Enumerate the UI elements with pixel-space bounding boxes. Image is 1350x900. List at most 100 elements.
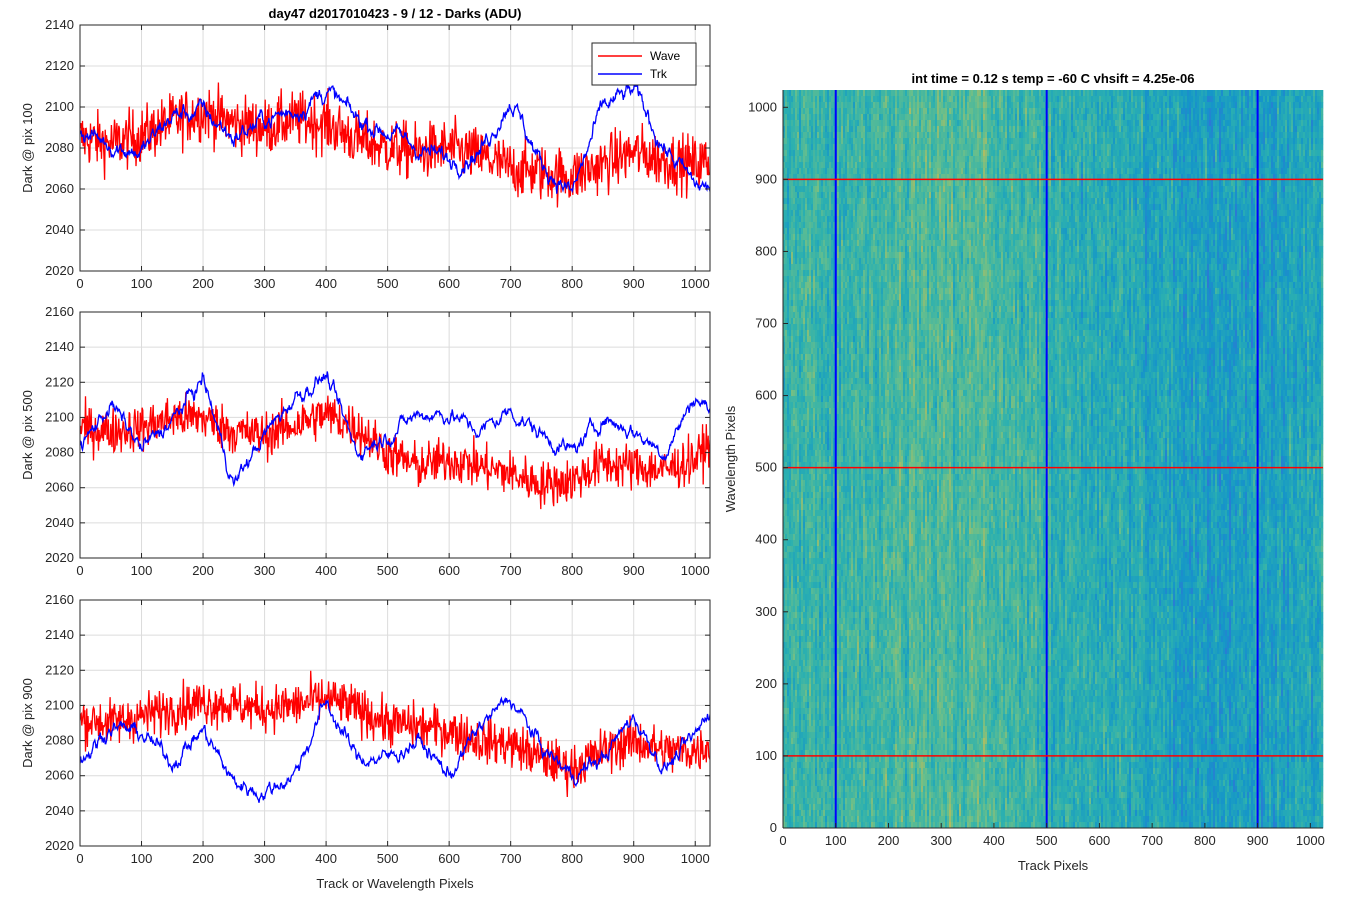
heatmap-cell	[789, 324, 791, 330]
heatmap-cell	[815, 792, 817, 798]
heatmap-cell	[803, 606, 805, 612]
heatmap-cell	[809, 192, 811, 198]
heatmap-cell	[795, 396, 797, 402]
heatmap-cell	[791, 522, 793, 528]
heatmap-cell	[787, 456, 789, 462]
heatmap-cell	[851, 300, 853, 306]
heatmap-cell	[837, 738, 839, 744]
heatmap-cell	[807, 426, 809, 432]
heatmap-cell	[801, 660, 803, 666]
heatmap-cell	[809, 744, 811, 750]
heatmap-cell	[829, 246, 831, 252]
heatmap-cell	[829, 738, 831, 744]
heatmap-cell	[841, 660, 843, 666]
heatmap-cell	[851, 648, 853, 654]
heatmap-cell	[851, 114, 853, 120]
heatmap-cell	[817, 282, 819, 288]
heatmap-cell	[795, 498, 797, 504]
heatmap-cell	[807, 474, 809, 480]
heatmap-cell	[837, 798, 839, 804]
heatmap-cell	[797, 432, 799, 438]
heatmap-cell	[829, 264, 831, 270]
heatmap-cell	[809, 738, 811, 744]
heatmap-cell	[793, 432, 795, 438]
heatmap-cell	[805, 558, 807, 564]
heatmap-cell	[831, 714, 833, 720]
heatmap-cell	[845, 708, 847, 714]
heatmap-cell	[795, 102, 797, 108]
heatmap-cell	[793, 186, 795, 192]
heatmap-cell	[827, 294, 829, 300]
heatmap-cell	[817, 330, 819, 336]
heatmap-cell	[807, 696, 809, 702]
heatmap-cell	[809, 726, 811, 732]
heatmap-cell	[797, 222, 799, 228]
heatmap-cell	[785, 342, 787, 348]
heatmap-cell	[831, 354, 833, 360]
heatmap-cell	[831, 300, 833, 306]
heatmap-cell	[827, 558, 829, 564]
heatmap-cell	[827, 102, 829, 108]
heatmap-cell	[797, 348, 799, 354]
heatmap-cell	[827, 606, 829, 612]
heatmap-cell	[811, 96, 813, 102]
heatmap-cell	[819, 570, 821, 576]
heatmap-cell	[821, 312, 823, 318]
heatmap-cell	[787, 342, 789, 348]
heatmap-cell	[843, 816, 845, 822]
heatmap-cell	[817, 738, 819, 744]
heatmap-cell	[853, 762, 855, 768]
heatmap-cell	[805, 540, 807, 546]
heatmap-cell	[851, 654, 853, 660]
heatmap-cell	[825, 234, 827, 240]
heatmap-cell	[819, 600, 821, 606]
heatmap-cell	[785, 732, 787, 738]
heatmap-cell	[793, 630, 795, 636]
heatmap-cell	[831, 690, 833, 696]
heatmap-cell	[847, 186, 849, 192]
heatmap-cell	[785, 162, 787, 168]
heatmap-cell	[841, 642, 843, 648]
heatmap-cell	[849, 780, 851, 786]
heatmap-cell	[805, 498, 807, 504]
heatmap-cell	[853, 690, 855, 696]
heatmap-cell	[823, 696, 825, 702]
heatmap-cell	[791, 546, 793, 552]
heatmap-cell	[823, 282, 825, 288]
heatmap-cell	[787, 240, 789, 246]
heatmap-cell	[849, 792, 851, 798]
heatmap-cell	[825, 156, 827, 162]
heatmap-cell	[827, 624, 829, 630]
heatmap-cell	[851, 792, 853, 798]
heatmap-cell	[825, 576, 827, 582]
heatmap-cell	[793, 420, 795, 426]
heatmap-cell	[817, 450, 819, 456]
heatmap-cell	[789, 660, 791, 666]
heatmap-cell	[825, 114, 827, 120]
heatmap-cell	[845, 198, 847, 204]
heatmap-cell	[795, 204, 797, 210]
heatmap-cell	[821, 336, 823, 342]
heatmap-cell	[791, 378, 793, 384]
heatmap-cell	[851, 564, 853, 570]
heatmap-cell	[801, 180, 803, 186]
heatmap-cell	[809, 474, 811, 480]
heatmap-cell	[793, 222, 795, 228]
heatmap-cell	[845, 738, 847, 744]
heatmap-cell	[851, 324, 853, 330]
panel-dark-pix-100: 0 100 200 300 400 500 600 700 800 900 100020202040…	[20, 6, 710, 291]
heatmap-cell	[823, 690, 825, 696]
heatmap-cell	[829, 576, 831, 582]
heatmap-cell	[789, 264, 791, 270]
heatmap-cell	[797, 630, 799, 636]
heatmap-cell	[795, 618, 797, 624]
heatmap-cell	[831, 90, 833, 96]
heatmap-cell	[821, 90, 823, 96]
heatmap-cell	[825, 198, 827, 204]
heatmap-cell	[819, 504, 821, 510]
panel-dark-pix-500: 0 100 200 300 400 500 600 700 800 900 100020202040…	[20, 304, 710, 578]
heatmap-cell	[837, 384, 839, 390]
heatmap-cell	[825, 660, 827, 666]
heatmap-cell	[799, 606, 801, 612]
heatmap-cell	[849, 426, 851, 432]
